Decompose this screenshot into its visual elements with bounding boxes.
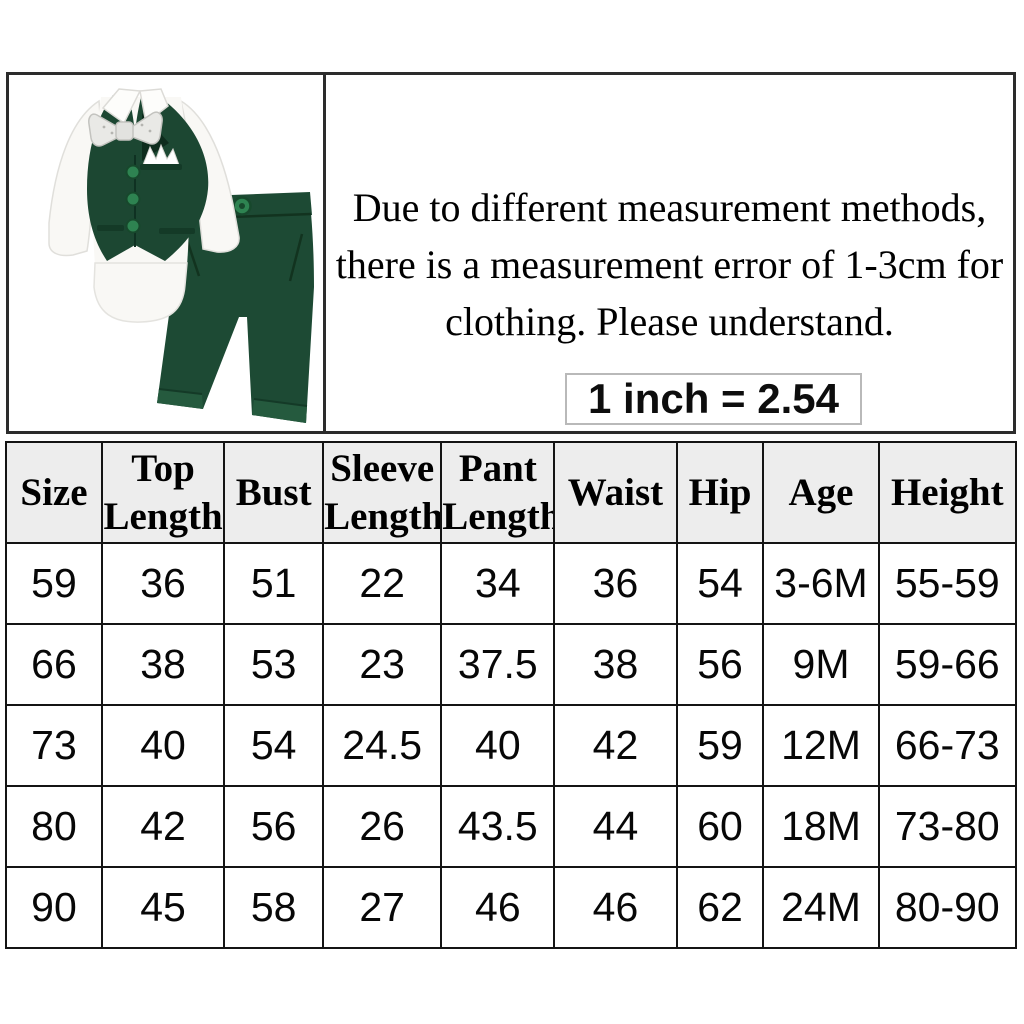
table-cell: 59 — [675, 704, 765, 787]
product-photo-panel — [9, 75, 326, 431]
table-cell: 73-80 — [877, 785, 1018, 868]
size-row-59: 59 36 51 22 34 36 54 3-6M 55-59 — [5, 542, 1018, 625]
table-cell: 54 — [675, 542, 765, 625]
size-row-90: 90 45 58 27 46 46 62 24M 80-90 — [5, 866, 1018, 949]
collar-graphic — [101, 88, 169, 125]
column-header-waist: Waist — [553, 441, 678, 544]
table-cell: 56 — [223, 785, 325, 868]
table-cell: 46 — [440, 866, 556, 949]
size-row-66: 66 38 53 23 37.5 38 56 9M 59-66 — [5, 623, 1018, 706]
table-cell: 80-90 — [877, 866, 1018, 949]
product-photo — [48, 88, 314, 423]
table-cell: 80 — [5, 785, 103, 868]
table-cell: 60 — [675, 785, 765, 868]
table-cell: 9M — [762, 623, 880, 706]
table-cell: 66-73 — [877, 704, 1018, 787]
vest-buttons — [125, 164, 141, 234]
table-cell: 42 — [100, 785, 226, 868]
table-cell: 73 — [5, 704, 103, 787]
bow-tie — [88, 111, 163, 147]
table-cell: 26 — [322, 785, 443, 868]
info-header-box: Due to different measurement methods, th… — [6, 72, 1016, 434]
table-cell: 37.5 — [440, 623, 556, 706]
column-header-bust: Bust — [223, 441, 325, 544]
table-cell: 36 — [553, 542, 678, 625]
table-cell: 53 — [223, 623, 325, 706]
table-cell: 54 — [223, 704, 325, 787]
table-cell: 56 — [675, 623, 765, 706]
table-cell: 90 — [5, 866, 103, 949]
table-cell: 24.5 — [322, 704, 443, 787]
table-cell: 42 — [553, 704, 678, 787]
notice-line-3: clothing. Please understand. — [445, 299, 894, 344]
column-header-age: Age — [762, 441, 880, 544]
table-cell: 66 — [5, 623, 103, 706]
table-cell: 59 — [5, 542, 103, 625]
inch-conversion-label: 1 inch = 2.54 — [588, 375, 839, 422]
table-cell: 43.5 — [440, 785, 556, 868]
table-cell: 58 — [223, 866, 325, 949]
measurement-info-panel: Due to different measurement methods, th… — [326, 75, 1013, 431]
table-cell: 38 — [553, 623, 678, 706]
column-header-hip: Hip — [675, 441, 765, 544]
table-cell: 46 — [553, 866, 678, 949]
notice-line-2: there is a measurement error of 1-3cm fo… — [335, 242, 1004, 287]
column-header-height: Height — [877, 441, 1018, 544]
size-chart-table: Size Top Length Bust Sleeve Length Pant Leng… — [5, 441, 1018, 949]
column-header-pant-length: Pant Length — [440, 441, 556, 544]
table-cell: 12M — [762, 704, 880, 787]
table-cell: 36 — [100, 542, 226, 625]
size-chart-header-row: Size Top Length Bust Sleeve Length Pant Leng… — [5, 441, 1018, 544]
size-row-80: 80 42 56 26 43.5 44 60 18M 73-80 — [5, 785, 1018, 868]
table-cell: 62 — [675, 866, 765, 949]
table-cell: 22 — [322, 542, 443, 625]
table-cell: 40 — [440, 704, 556, 787]
table-cell: 34 — [440, 542, 556, 625]
table-cell: 51 — [223, 542, 325, 625]
table-cell: 18M — [762, 785, 880, 868]
column-header-top-length: Top Length — [100, 441, 226, 544]
table-cell: 59-66 — [877, 623, 1018, 706]
table-cell: 3-6M — [762, 542, 880, 625]
table-cell: 55-59 — [877, 542, 1018, 625]
measurement-notice: Due to different measurement methods, th… — [326, 179, 1013, 350]
table-cell: 45 — [100, 866, 226, 949]
table-cell: 27 — [322, 866, 443, 949]
size-row-73: 73 40 54 24.5 40 42 59 12M 66-73 — [5, 704, 1018, 787]
pocket-square — [142, 143, 180, 166]
column-header-sleeve-length: Sleeve Length — [322, 441, 443, 544]
table-cell: 44 — [553, 785, 678, 868]
table-cell: 40 — [100, 704, 226, 787]
inch-conversion-box: 1 inch = 2.54 — [565, 373, 862, 425]
table-cell: 24M — [762, 866, 880, 949]
table-cell: 38 — [100, 623, 226, 706]
column-header-size: Size — [5, 441, 103, 544]
notice-line-1: Due to different measurement methods, — [352, 185, 987, 230]
table-cell: 23 — [322, 623, 443, 706]
